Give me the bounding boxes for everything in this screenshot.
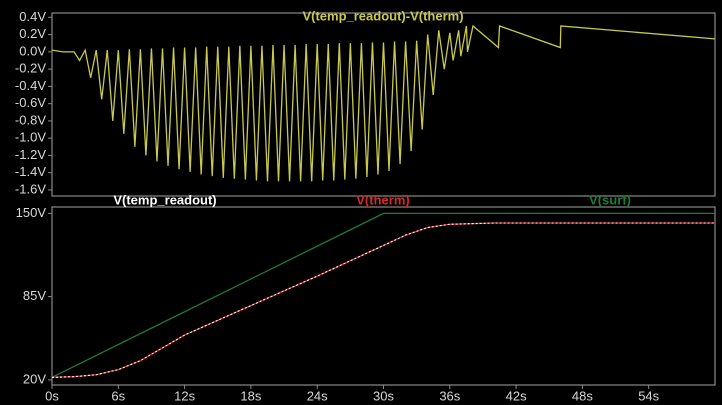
x-tick-label: 0s (45, 388, 59, 403)
series-line (52, 222, 715, 378)
x-tick-label: 6s (111, 388, 125, 403)
plot-frame (51, 206, 716, 386)
series-line (52, 24, 715, 182)
y-tick-label: 0.2V (19, 26, 46, 41)
x-tick-label: 42s (506, 388, 527, 403)
x-tick-label: 18s (240, 388, 261, 403)
x-tick-label: 12s (174, 388, 195, 403)
plot-frame (51, 12, 716, 197)
x-tick-label: 54s (638, 388, 659, 403)
y-tick-label: 150V (16, 205, 47, 220)
legend-label: V(temp_readout) (113, 192, 216, 207)
y-tick-label: 85V (23, 288, 46, 303)
y-tick-label: 20V (23, 371, 46, 386)
y-tick-label: -1.6V (15, 181, 46, 196)
y-tick-label: 0.0V (19, 43, 46, 58)
y-tick-label: -1.2V (15, 147, 46, 162)
y-tick-label: -0.4V (15, 78, 46, 93)
y-tick-label: -1.4V (15, 164, 46, 179)
series-line (52, 212, 715, 378)
legend-label: V(therm) (356, 192, 409, 207)
series-line (52, 222, 715, 378)
x-tick-label: 24s (307, 388, 328, 403)
x-tick-label: 48s (572, 388, 593, 403)
y-tick-label: -1.0V (15, 130, 46, 145)
y-tick-label: -0.6V (15, 95, 46, 110)
x-tick-label: 36s (439, 388, 460, 403)
legend-label: V(surf) (589, 192, 631, 207)
legend-label: V(temp_readout)-V(therm) (302, 8, 463, 23)
x-tick-label: 30s (373, 388, 394, 403)
y-tick-label: -0.2V (15, 61, 46, 76)
y-tick-label: 0.4V (19, 9, 46, 24)
y-tick-label: -0.8V (15, 112, 46, 127)
